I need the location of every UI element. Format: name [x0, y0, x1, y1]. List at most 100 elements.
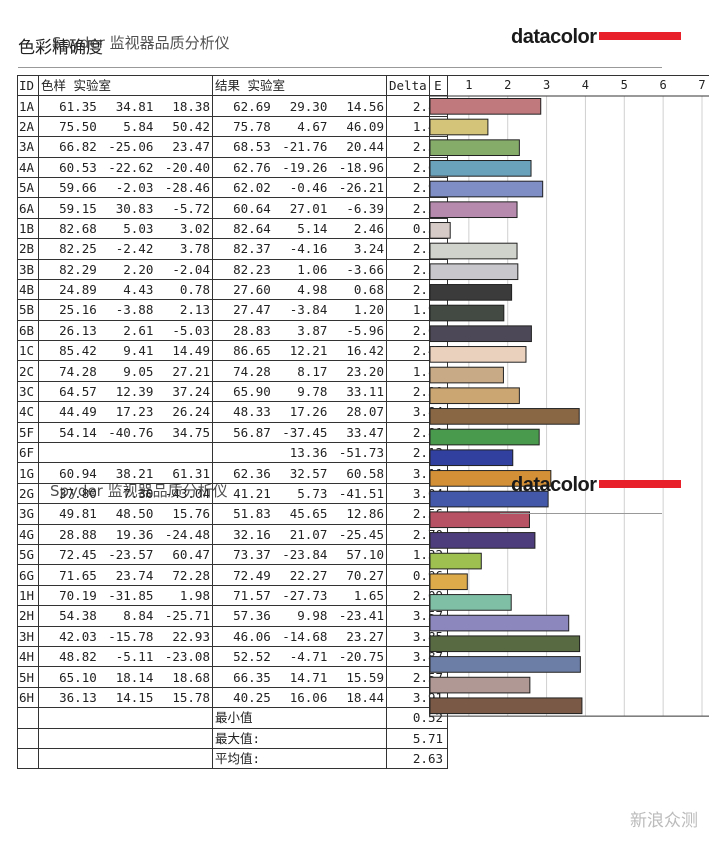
row-id: 1B	[17, 217, 39, 240]
row-id: 5G	[17, 543, 39, 566]
lab-value: 33.11	[346, 384, 384, 400]
lab-value: 1.98	[179, 587, 210, 603]
reference-lab: 61.35 34.81 18.38	[38, 95, 213, 117]
result-lab: 62.02 -0.46 -26.21	[212, 176, 387, 199]
lab-value: 8.17	[297, 363, 328, 379]
lab-value: 24.89	[59, 282, 97, 298]
result-lab: 68.53 -21.76 20.44	[212, 136, 387, 158]
header-reference-lab: 色样 实验室	[38, 74, 213, 97]
table-row: 4H 48.82 -5.11 -23.08 52.52 -4.71 -20.75 3.87	[17, 645, 448, 668]
lab-value: 13.36	[289, 445, 328, 461]
row-id: 3G	[17, 503, 39, 525]
delta-e-bar	[429, 387, 520, 405]
lab-value: 57.36	[233, 608, 271, 624]
lab-value: 5.03	[123, 220, 154, 236]
table-row: 4C 44.49 17.23 26.24 48.33 17.26 28.07 3.84	[17, 401, 448, 423]
table-row: 5A 59.66 -2.03 -28.46 62.02 -0.46 -26.21 2.90	[17, 176, 448, 199]
row-id: 6G	[17, 564, 39, 586]
lab-value: 61.35	[59, 98, 97, 114]
reference-lab: 44.49 17.23 26.24	[38, 401, 213, 423]
lab-value: 2.46	[353, 220, 384, 236]
lab-value: 82.64	[233, 220, 271, 236]
lab-value: -37.45	[282, 424, 328, 440]
logo-red-bar	[598, 31, 681, 40]
reference-lab	[38, 442, 213, 464]
lab-value: 9.05	[123, 363, 154, 379]
delta-e-bar	[429, 180, 544, 198]
lab-value: 75.78	[233, 118, 271, 134]
lab-value: -27.73	[282, 587, 328, 603]
lab-value: 14.49	[172, 343, 210, 359]
lab-value: 3.78	[179, 241, 210, 257]
table-row: 2B 82.25 -2.42 3.78 82.37 -4.16 3.24 2.24	[17, 238, 448, 260]
lab-value: 68.53	[233, 139, 271, 155]
reference-lab: 82.68 5.03 3.02	[38, 217, 213, 240]
lab-value: 60.53	[59, 159, 97, 175]
lab-value: 3.87	[297, 322, 328, 338]
lab-value: 9.78	[297, 384, 328, 400]
table-row: 3C 64.57 12.39 37.24 65.90 9.78 33.11 2.30	[17, 380, 448, 403]
lab-value: 14.15	[115, 689, 154, 705]
lab-value: -3.84	[289, 302, 328, 318]
lab-value: 49.81	[59, 506, 97, 522]
lab-value: 27.60	[233, 282, 271, 298]
delta-e-bar	[429, 511, 530, 529]
lab-value: 14.71	[289, 669, 328, 685]
lab-value: 44.49	[59, 404, 97, 420]
row-id: 5B	[17, 299, 39, 321]
lab-value: -2.42	[115, 241, 154, 257]
lab-value: 3.24	[353, 241, 384, 257]
lab-value: 62.76	[233, 159, 271, 175]
result-lab: 32.16 21.07 -25.45	[212, 523, 387, 545]
lab-value: 16.42	[346, 343, 384, 359]
lab-value: 82.25	[59, 241, 97, 257]
delta-e-bar	[429, 635, 581, 653]
color-accuracy-table: ID 色样 实验室 结果 实验室 Delta E 1A 61.35 34.81 18.38 62…	[17, 74, 448, 770]
lab-value: 59.66	[59, 180, 97, 196]
row-id: 3A	[17, 136, 39, 158]
lab-value: -23.84	[282, 547, 328, 563]
delta-e-bar	[429, 490, 549, 508]
row-id: 6F	[17, 442, 39, 464]
reference-lab: 64.57 12.39 37.24	[38, 380, 213, 403]
lab-value: -5.03	[172, 322, 210, 338]
lab-value: 25.16	[59, 302, 97, 318]
row-id: 6A	[17, 197, 39, 219]
lab-value: 82.29	[59, 261, 97, 277]
delta-e-bar	[429, 449, 514, 467]
table-row: 3B 82.29 2.20 -2.04 82.23 1.06 -3.66 2.26	[17, 258, 448, 280]
table-row: 6F 13.36 -51.73 2.13	[17, 442, 448, 464]
lab-value: -28.46	[164, 180, 210, 196]
reference-lab: 26.13 2.61 -5.03	[38, 319, 213, 342]
result-lab: 82.64 5.14 2.46	[212, 217, 387, 240]
header-divider	[18, 67, 662, 68]
delta-e-bar	[429, 263, 519, 281]
lab-value: 57.10	[346, 547, 384, 563]
lab-value: 32.16	[233, 526, 271, 542]
lab-value: 70.19	[59, 587, 97, 603]
lab-value: 46.06	[233, 628, 271, 644]
lab-value: 33.47	[346, 424, 384, 440]
reference-lab: 36.13 14.15 15.78	[38, 686, 213, 709]
lab-value: -23.41	[338, 608, 384, 624]
lab-value: 59.15	[59, 200, 97, 216]
summary-label: 最大值:	[212, 727, 387, 749]
page-title: 色彩精确度	[18, 38, 103, 58]
delta-e-bar	[429, 222, 451, 239]
lab-value: 46.09	[346, 118, 384, 134]
result-lab: 71.57 -27.73 1.65	[212, 584, 387, 607]
lab-value: 40.25	[233, 689, 271, 705]
row-id: 5A	[17, 176, 39, 199]
reference-lab: 28.88 19.36 -24.48	[38, 523, 213, 545]
lab-value: 56.87	[233, 424, 271, 440]
lab-value: 28.83	[233, 322, 271, 338]
lab-value: 2.13	[179, 302, 210, 318]
lab-value: 19.36	[115, 526, 154, 542]
lab-value: 82.37	[233, 241, 271, 257]
lab-value: -51.73	[338, 445, 384, 461]
reference-lab: 42.03 -15.78 22.93	[38, 625, 213, 647]
table-row: 4B 24.89 4.43 0.78 27.60 4.98 0.68 2.10	[17, 278, 448, 301]
lab-value: -5.96	[346, 322, 384, 338]
delta-e-bar	[429, 428, 540, 446]
delta-e-bar	[429, 139, 520, 157]
